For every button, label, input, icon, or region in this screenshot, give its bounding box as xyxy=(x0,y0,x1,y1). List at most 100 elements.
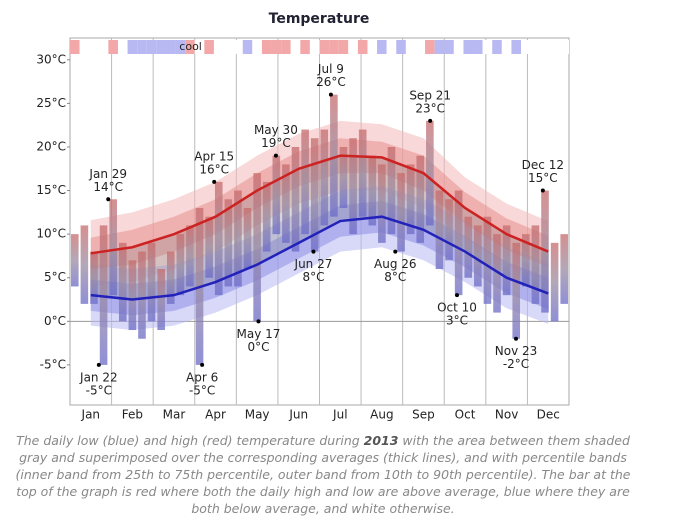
anomaly-cell xyxy=(453,40,464,54)
anomaly-cell xyxy=(329,40,339,54)
caption: The daily low (blue) and high (red) temp… xyxy=(8,432,638,517)
anomaly-cell xyxy=(98,40,109,54)
annotation-point xyxy=(393,249,398,254)
annotation-label: 19°C xyxy=(261,136,291,150)
caption-text: with the area between them shaded gray a… xyxy=(15,433,631,516)
daily-range xyxy=(109,199,117,296)
daily-range xyxy=(128,260,137,331)
daily-range xyxy=(186,225,194,287)
annotation-date: Jan 22 xyxy=(79,370,118,384)
anomaly-cell xyxy=(175,40,186,54)
annotation-point xyxy=(273,153,278,158)
daily-range xyxy=(118,242,127,322)
daily-range xyxy=(253,173,261,322)
annotation-label: 16°C xyxy=(199,162,229,176)
daily-range xyxy=(71,234,79,287)
anomaly-cell xyxy=(425,40,435,54)
daily-range xyxy=(349,138,357,235)
daily-range xyxy=(387,146,396,235)
annotation-label: 26°C xyxy=(316,75,346,89)
daily-range xyxy=(378,164,386,243)
daily-range xyxy=(435,190,444,270)
y-tick-label: 30°C xyxy=(36,52,66,66)
y-tick-label: 0°C xyxy=(44,314,66,328)
daily-range xyxy=(454,190,463,296)
caption-year: 2013 xyxy=(363,433,399,448)
anomaly-cell xyxy=(386,40,397,54)
anomaly-cell xyxy=(137,40,147,54)
anomaly-cell xyxy=(127,40,138,54)
daily-range xyxy=(339,146,348,208)
anomaly-cell xyxy=(540,40,550,54)
daily-range xyxy=(445,199,453,261)
anomaly-cell xyxy=(165,40,176,54)
anomaly-cell xyxy=(444,40,454,54)
anomaly-cell xyxy=(338,40,349,54)
anomaly-cell xyxy=(405,40,416,54)
anomaly-cell xyxy=(213,40,224,54)
daily-range xyxy=(426,120,434,226)
daily-range xyxy=(512,242,521,339)
annotation-label: 15°C xyxy=(528,171,558,185)
daily-range xyxy=(330,94,338,217)
daily-range xyxy=(550,242,559,322)
x-tick-label: Feb xyxy=(122,408,143,422)
x-tick-label: Jun xyxy=(288,408,308,422)
anomaly-cell xyxy=(261,40,272,54)
daily-range xyxy=(531,225,540,304)
anomaly-cell xyxy=(348,40,358,54)
strip-label: cool xyxy=(179,40,202,53)
daily-range xyxy=(301,129,309,235)
annotation-date: Aug 26 xyxy=(374,257,417,271)
x-tick-label: Apr xyxy=(205,408,226,422)
daily-range xyxy=(205,216,213,278)
x-tick-label: Oct xyxy=(455,408,476,422)
anomaly-cell xyxy=(521,40,531,54)
daily-range xyxy=(166,251,175,304)
annotation-point xyxy=(514,336,519,341)
annotation-point xyxy=(540,188,545,193)
annotation-label: -2°C xyxy=(503,357,529,371)
anomaly-cell xyxy=(415,40,426,54)
daily-range xyxy=(358,129,367,217)
daily-range xyxy=(99,225,108,365)
anomaly-cell xyxy=(290,40,301,54)
anomaly-cell xyxy=(367,40,378,54)
annotation-label: 0°C xyxy=(247,340,269,354)
annotation-label: 23°C xyxy=(415,101,445,115)
annotation-label: 8°C xyxy=(302,270,324,284)
daily-range xyxy=(320,129,329,226)
anomaly-cell xyxy=(271,40,282,54)
daily-range xyxy=(224,199,233,287)
y-tick-label: 5°C xyxy=(44,270,66,284)
anomaly-cell xyxy=(396,40,406,54)
anomaly-cell xyxy=(482,40,493,54)
anomaly-cell xyxy=(79,40,90,54)
anomaly-cell xyxy=(252,40,262,54)
anomaly-cell xyxy=(434,40,445,54)
anomaly-cell xyxy=(223,40,234,54)
anomaly-cell xyxy=(309,40,320,54)
annotation-date: Nov 23 xyxy=(495,344,538,358)
annotation-point xyxy=(328,92,333,97)
anomaly-cell xyxy=(357,40,368,54)
anomaly-cell xyxy=(70,40,80,54)
y-tick-label: 25°C xyxy=(36,96,66,110)
annotation-point xyxy=(454,293,459,298)
x-tick-label: Mar xyxy=(163,408,186,422)
annotation-date: Jan 29 xyxy=(88,167,127,181)
annotation-point xyxy=(200,362,205,367)
daily-range xyxy=(560,234,568,304)
daily-range xyxy=(214,181,223,296)
annotation-point xyxy=(106,197,111,202)
average-line xyxy=(90,154,549,255)
anomaly-cell xyxy=(463,40,474,54)
annotation-point xyxy=(212,179,217,184)
annotation-label: -5°C xyxy=(86,383,112,397)
average-line xyxy=(90,215,549,301)
anomaly-cell xyxy=(300,40,310,54)
anomaly-cell xyxy=(501,40,512,54)
anomaly-cell xyxy=(242,40,253,54)
daily-range xyxy=(406,164,415,235)
